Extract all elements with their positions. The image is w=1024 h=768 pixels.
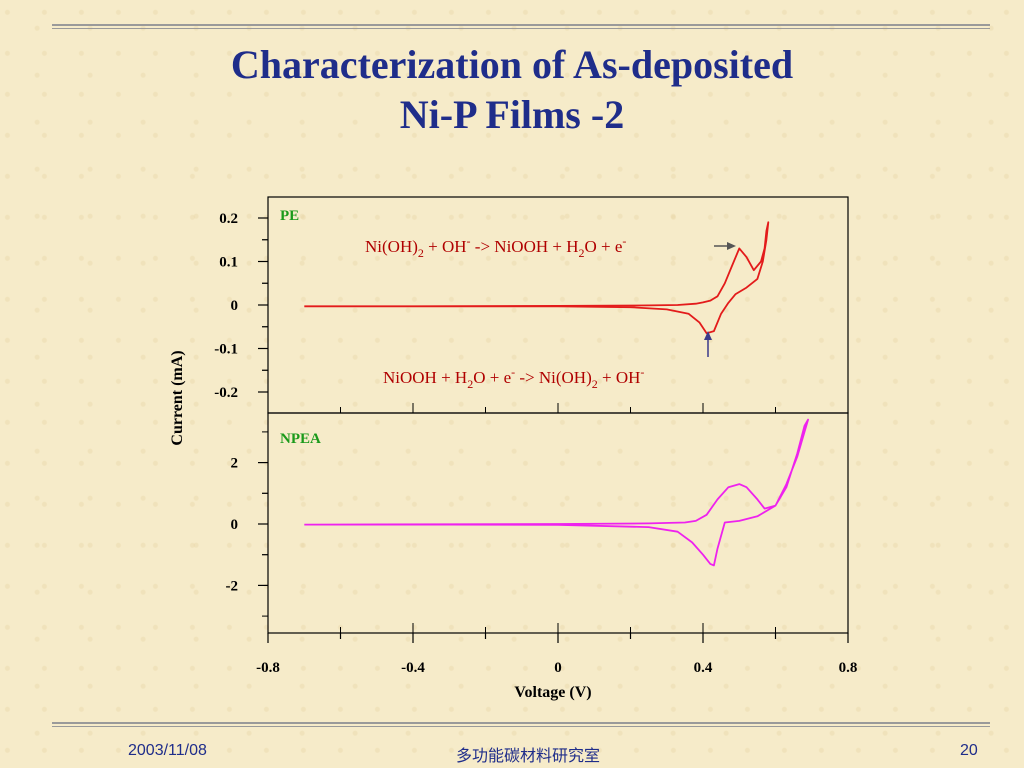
y-tick-label: 0.2 [219, 211, 238, 227]
footer-lab: 多功能碳材料研究室 [456, 746, 601, 765]
anno1-part: -> NiOOH + H [471, 237, 579, 256]
y-tick-label: -0.1 [214, 342, 238, 358]
anno2-part: O + e [473, 368, 511, 387]
y-tick-label: -2 [226, 578, 239, 594]
y-tick-label: 0.1 [219, 255, 238, 271]
bottom-rule [52, 722, 990, 727]
anno1-sub2: 2 [579, 246, 585, 260]
anno2-part: -> Ni(OH) [515, 368, 592, 387]
anno2-part: + OH [598, 368, 641, 387]
x-tick-label: 0.8 [839, 660, 858, 676]
anno1-sup1: - [467, 234, 471, 248]
anno2-sup1: - [511, 365, 515, 379]
anno1-part: Ni(OH) [365, 237, 418, 256]
y-tick-label: 0 [231, 298, 239, 314]
annotation-reduction: NiOOH + H2O + e- -> Ni(OH)2 + OH- [383, 365, 644, 391]
anno2-sup2: - [640, 365, 644, 379]
anno1-part: + OH [424, 237, 467, 256]
anno2-sub2: 2 [592, 377, 598, 391]
anno1-sub1: 2 [418, 246, 424, 260]
panel-frame-npea [267, 412, 849, 634]
arrow-oxidation [714, 242, 736, 250]
x-tick-label: -0.8 [256, 660, 280, 676]
anno2-part: NiOOH + H [383, 368, 467, 387]
panel-label-pe: PE [280, 208, 299, 224]
footer-page-number: 20 [960, 742, 978, 759]
footer-date: 2003/11/08 [128, 742, 207, 759]
anno2-sub1: 2 [467, 377, 473, 391]
series-line-pe [304, 221, 770, 335]
x-tick-label: -0.4 [401, 660, 425, 676]
annotation-oxidation: Ni(OH)2 + OH- -> NiOOH + H2O + e- [365, 234, 626, 260]
title-line-1: Characterization of As-deposited [230, 42, 794, 87]
y-tick-label: -0.2 [214, 385, 238, 401]
anno1-sup2: - [622, 234, 626, 248]
title-line-2: Ni-P Films -2 [399, 92, 625, 137]
y-tick-label: 0 [231, 517, 239, 533]
panel-label-npea: NPEA [280, 431, 321, 447]
anno1-part: O + e [585, 237, 623, 256]
x-tick-label: 0.4 [694, 660, 713, 676]
top-rule [52, 24, 990, 29]
x-axis-title: Voltage (V) [514, 684, 591, 701]
chart-marks [304, 221, 809, 567]
series-line-npea [304, 418, 809, 567]
slide-title: Characterization of As-deposited Ni-P Fi… [0, 40, 1024, 140]
x-tick-label: 0 [554, 660, 562, 676]
y-axis-title: Current (mA) [169, 350, 186, 445]
y-tick-label: 2 [231, 456, 239, 472]
arrow-reduction [704, 331, 712, 357]
plot-frame: 0.20.10-0.1-0.220-2-0.8 -0.4 0 0.4 0.8 [214, 196, 858, 676]
